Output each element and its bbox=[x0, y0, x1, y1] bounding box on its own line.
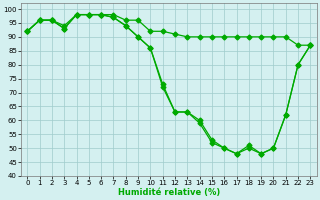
X-axis label: Humidité relative (%): Humidité relative (%) bbox=[118, 188, 220, 197]
